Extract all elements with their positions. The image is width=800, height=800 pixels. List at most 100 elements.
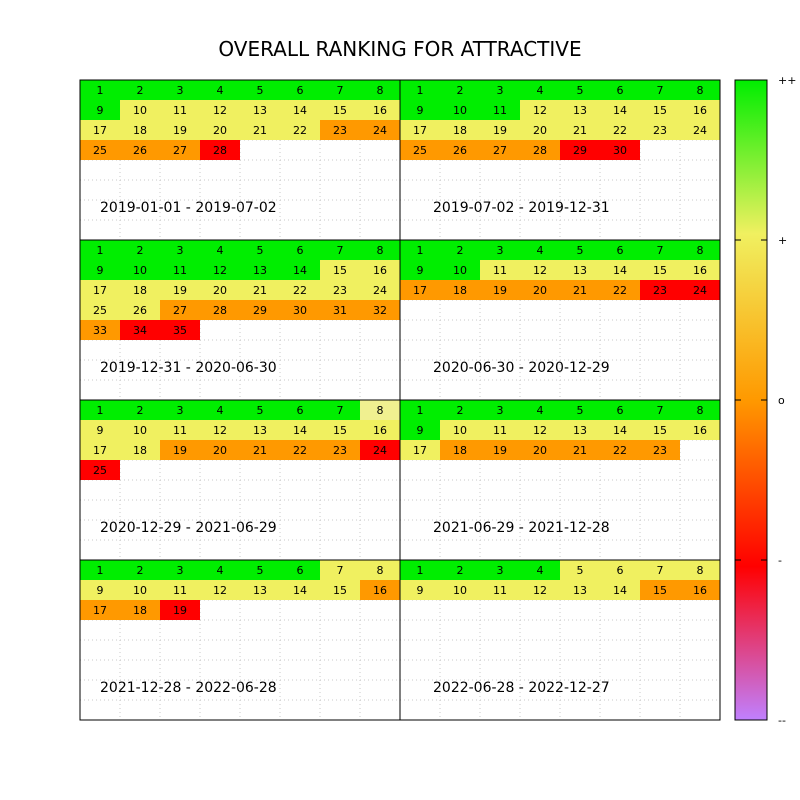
period-label: 2019-12-31 - 2020-06-30	[100, 360, 277, 376]
colorbar: +++o---	[734, 74, 796, 727]
rank-cell	[120, 80, 160, 100]
rank-label: 3	[177, 84, 184, 97]
rank-cell	[640, 260, 680, 280]
rank-cell	[360, 440, 400, 460]
rank-cell	[320, 580, 360, 600]
rank-label: 2	[137, 564, 144, 577]
rank-cell	[400, 400, 440, 420]
rank-label: 15	[333, 264, 347, 277]
rank-label: 7	[657, 564, 664, 577]
rank-label: 3	[177, 404, 184, 417]
rank-cell	[520, 260, 560, 280]
rank-cell	[120, 140, 160, 160]
rank-cell	[80, 280, 120, 300]
rank-label: 12	[533, 584, 547, 597]
rank-cell	[360, 120, 400, 140]
rank-label: 12	[213, 104, 227, 117]
rank-cell	[400, 420, 440, 440]
rank-cell	[520, 420, 560, 440]
rank-label: 5	[577, 244, 584, 257]
rank-cell	[600, 80, 640, 100]
rank-cell	[240, 300, 280, 320]
rank-cell	[80, 120, 120, 140]
rank-label: 10	[453, 104, 467, 117]
rank-cell	[280, 120, 320, 140]
rank-label: 5	[257, 84, 264, 97]
rank-label: 24	[373, 284, 387, 297]
rank-label: 3	[497, 244, 504, 257]
rank-label: 22	[613, 284, 627, 297]
rank-cell	[440, 580, 480, 600]
rank-label: 6	[297, 404, 304, 417]
rank-label: 33	[93, 324, 107, 337]
period-label: 2019-07-02 - 2019-12-31	[433, 200, 610, 216]
rank-label: 8	[697, 84, 704, 97]
rank-cell	[80, 580, 120, 600]
rank-label: 14	[293, 584, 307, 597]
rank-cell	[160, 140, 200, 160]
rank-label: 28	[213, 304, 227, 317]
rank-cell	[200, 400, 240, 420]
rank-label: 16	[693, 104, 707, 117]
rank-cell	[320, 440, 360, 460]
rank-label: 8	[697, 404, 704, 417]
rank-label: 5	[577, 564, 584, 577]
rank-label: 10	[453, 264, 467, 277]
rank-label: 3	[497, 564, 504, 577]
rank-label: 13	[253, 584, 267, 597]
rank-cell	[320, 420, 360, 440]
rank-label: 29	[253, 304, 267, 317]
rank-label: 11	[493, 264, 507, 277]
rank-label: 1	[97, 404, 104, 417]
rank-cell	[560, 260, 600, 280]
rank-cell	[200, 140, 240, 160]
rank-cell	[680, 240, 720, 260]
rank-label: 4	[537, 244, 544, 257]
rank-label: 1	[417, 244, 424, 257]
rank-label: 21	[253, 124, 267, 137]
rank-label: 19	[493, 284, 507, 297]
rank-label: 22	[293, 444, 307, 457]
rank-cell	[120, 560, 160, 580]
rank-cell	[360, 80, 400, 100]
rank-label: 3	[497, 404, 504, 417]
rank-cell	[120, 120, 160, 140]
rank-label: 7	[337, 84, 344, 97]
rank-label: 10	[133, 584, 147, 597]
rank-label: 22	[613, 124, 627, 137]
rank-cell	[640, 80, 680, 100]
rank-label: 9	[417, 424, 424, 437]
rank-label: 21	[253, 444, 267, 457]
rank-cell	[480, 100, 520, 120]
rank-cell	[560, 280, 600, 300]
rank-label: 13	[253, 104, 267, 117]
rank-cell	[120, 580, 160, 600]
rank-label: 23	[653, 284, 667, 297]
rank-cell	[160, 580, 200, 600]
rank-label: 9	[97, 104, 104, 117]
rank-cell	[680, 120, 720, 140]
rank-label: 9	[417, 584, 424, 597]
rank-label: 13	[253, 264, 267, 277]
rank-cell	[600, 240, 640, 260]
rank-cell	[440, 560, 480, 580]
rank-cell	[640, 560, 680, 580]
rank-label: 34	[133, 324, 147, 337]
rank-cell	[400, 260, 440, 280]
rank-label: 15	[333, 424, 347, 437]
rank-label: 16	[373, 264, 387, 277]
rank-label: 26	[133, 304, 147, 317]
rank-cell	[240, 440, 280, 460]
rank-label: 5	[257, 244, 264, 257]
rank-cell	[360, 400, 400, 420]
rank-label: 27	[173, 144, 187, 157]
rank-cell	[400, 240, 440, 260]
rank-cell	[400, 440, 440, 460]
rank-cell	[640, 120, 680, 140]
rank-label: 19	[173, 284, 187, 297]
rank-cell	[200, 560, 240, 580]
rank-label: 21	[573, 124, 587, 137]
rank-cell	[560, 120, 600, 140]
rank-label: 21	[573, 444, 587, 457]
